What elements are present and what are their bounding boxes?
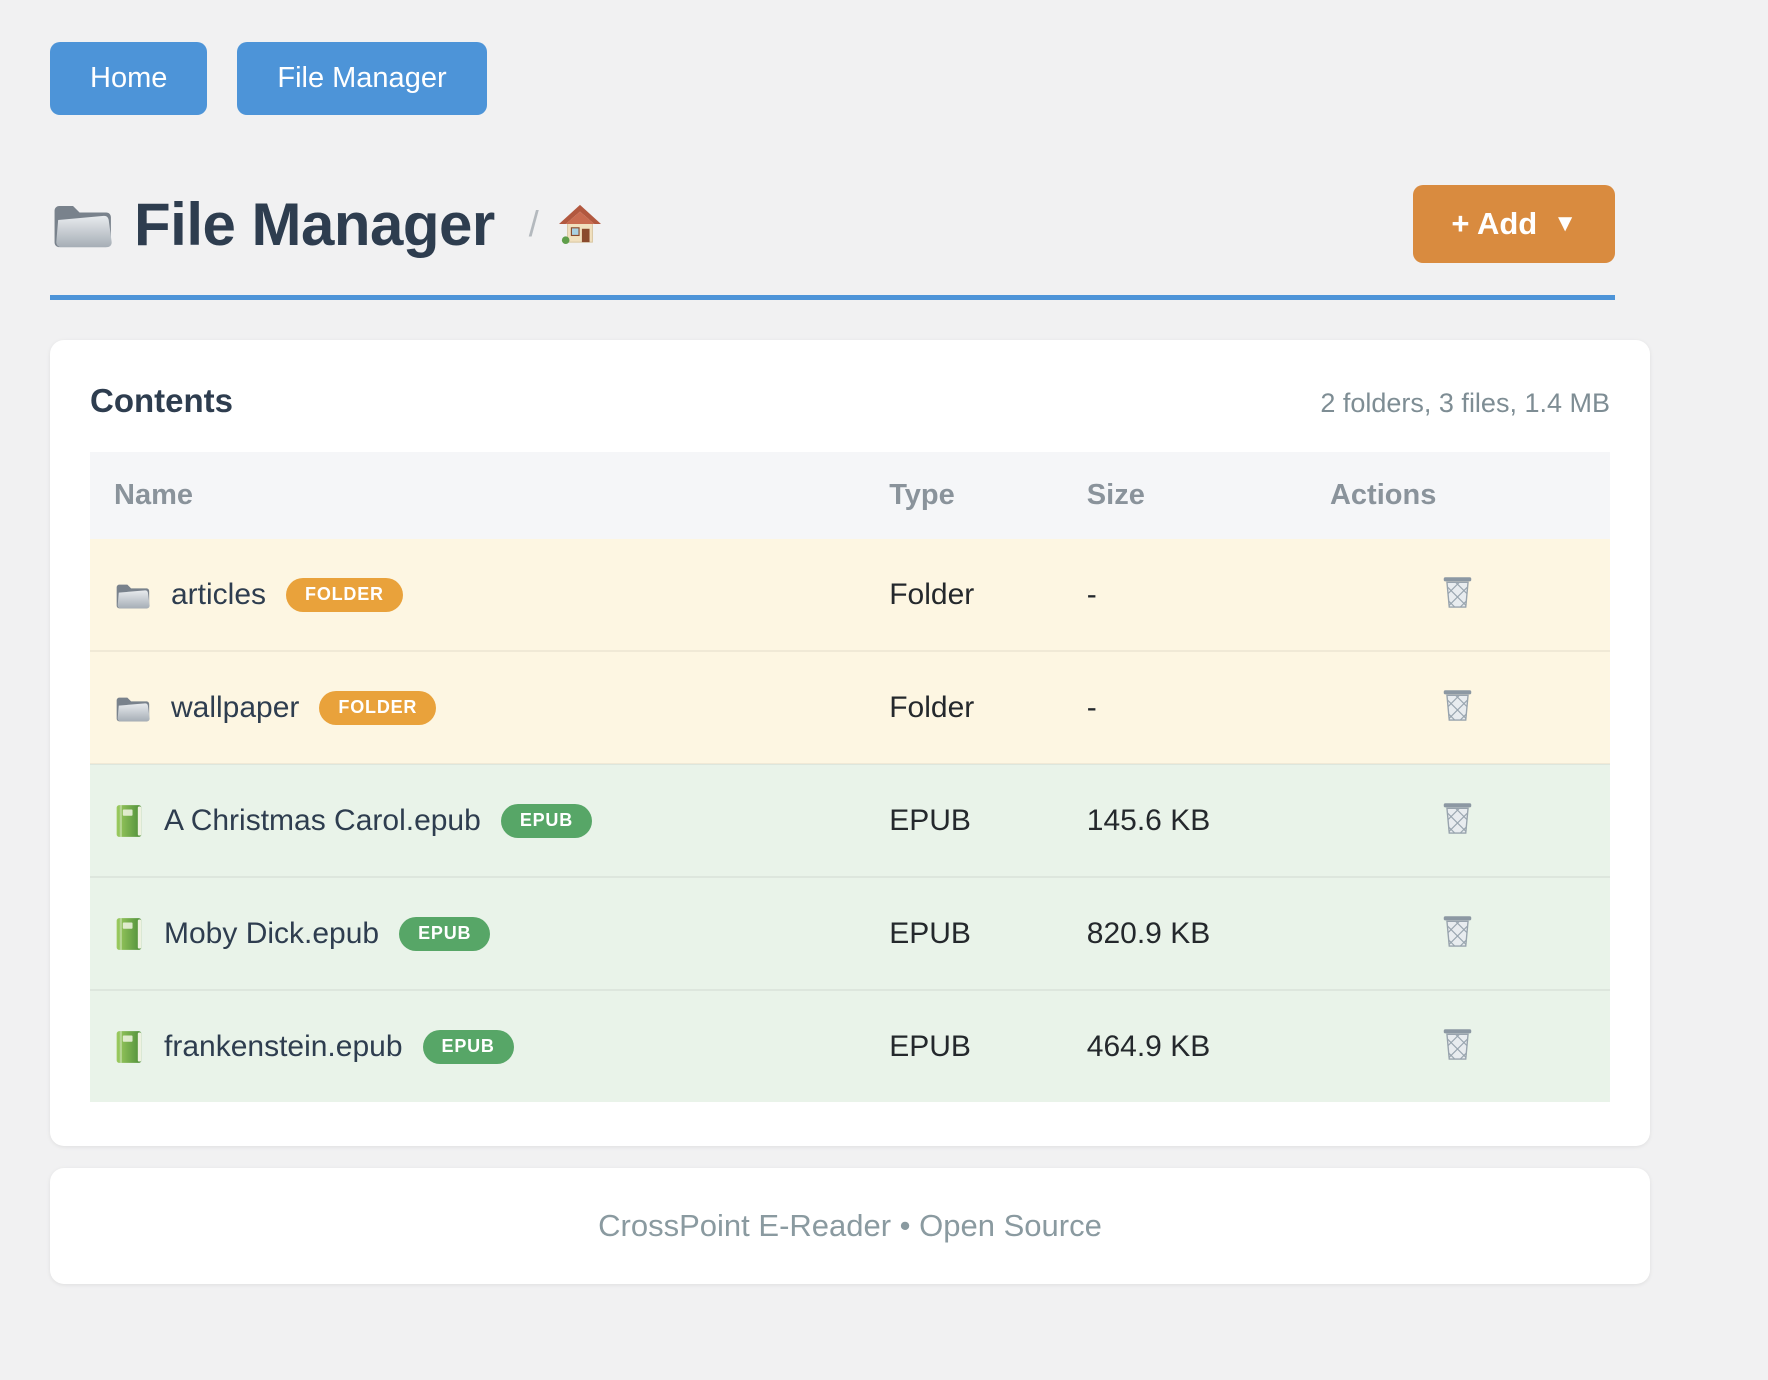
contents-card: Contents 2 folders, 3 files, 1.4 MB Name… [50,340,1650,1147]
type-cell: EPUB [889,1029,971,1063]
type-cell: EPUB [889,803,971,837]
table-row: wallpaper FOLDER Folder - [90,651,1610,765]
table-row: articles FOLDER Folder - [90,539,1610,652]
column-header-actions: Actions [1329,479,1437,512]
title-group: File Manager / [50,190,601,259]
footer-card: CrossPoint E-Reader • Open Source [50,1168,1650,1285]
table-row: frankenstein.epub EPUB EPUB 464.9 KB [90,990,1610,1103]
column-header-type: Type [889,479,955,512]
file-name-link[interactable]: frankenstein.epub [164,1029,403,1063]
trash-icon [1441,686,1474,723]
caret-down-icon: ▼ [1553,210,1577,238]
home-icon [558,203,601,245]
contents-summary: 2 folders, 3 files, 1.4 MB [1320,388,1610,419]
folder-icon [114,580,151,610]
folder-name-link[interactable]: wallpaper [171,690,300,724]
type-badge: EPUB [399,916,491,951]
breadcrumb-separator: / [528,203,539,245]
contents-card-header: Contents 2 folders, 3 files, 1.4 MB [90,382,1610,420]
book-icon [114,1029,144,1065]
book-icon [114,916,144,952]
contents-title: Contents [90,382,233,420]
file-manager-page: Home File Manager File Manager / [50,42,1650,1285]
column-header-name: Name [114,479,193,512]
footer-text: CrossPoint E-Reader • Open Source [598,1208,1102,1244]
size-cell: 145.6 KB [1086,803,1211,837]
folder-name-link[interactable]: articles [171,577,267,611]
top-nav: Home File Manager [50,42,1650,116]
delete-button[interactable] [1439,910,1476,951]
size-cell: - [1086,577,1097,611]
breadcrumb-home[interactable] [558,203,601,245]
type-badge: FOLDER [319,690,437,725]
page-header: File Manager / + Add ▼ [50,185,1615,264]
book-icon [114,803,144,839]
trash-icon [1441,912,1474,949]
file-name-link[interactable]: A Christmas Carol.epub [164,803,481,837]
title-divider [50,295,1615,301]
nav-button-file-manager[interactable]: File Manager [237,42,487,116]
table-row: Moby Dick.epub EPUB EPUB 820.9 KB [90,877,1610,991]
delete-button[interactable] [1439,571,1476,612]
column-header-size: Size [1086,479,1145,512]
delete-button[interactable] [1439,684,1476,725]
type-badge: EPUB [422,1029,514,1064]
size-cell: - [1086,690,1097,724]
page-title: File Manager [134,190,495,258]
size-cell: 464.9 KB [1086,1029,1211,1063]
file-name-link[interactable]: Moby Dick.epub [164,916,380,950]
trash-icon [1441,799,1474,836]
add-button[interactable]: + Add ▼ [1413,185,1615,264]
type-cell: Folder [889,690,975,724]
type-cell: EPUB [889,916,971,950]
delete-button[interactable] [1439,1023,1476,1064]
type-badge: EPUB [500,803,593,838]
folder-icon [50,198,114,250]
table-header-row: Name Type Size Actions [90,452,1610,540]
files-table: Name Type Size Actions [90,452,1610,1103]
add-button-label: + Add [1451,206,1538,242]
table-row: A Christmas Carol.epub EPUB EPUB 145.6 K… [90,764,1610,878]
size-cell: 820.9 KB [1086,916,1211,950]
type-badge: FOLDER [286,577,403,612]
trash-icon [1441,573,1474,610]
type-cell: Folder [889,577,975,611]
nav-button-home[interactable]: Home [50,42,208,116]
folder-icon [114,693,151,723]
trash-icon [1441,1025,1474,1062]
delete-button[interactable] [1439,797,1476,838]
